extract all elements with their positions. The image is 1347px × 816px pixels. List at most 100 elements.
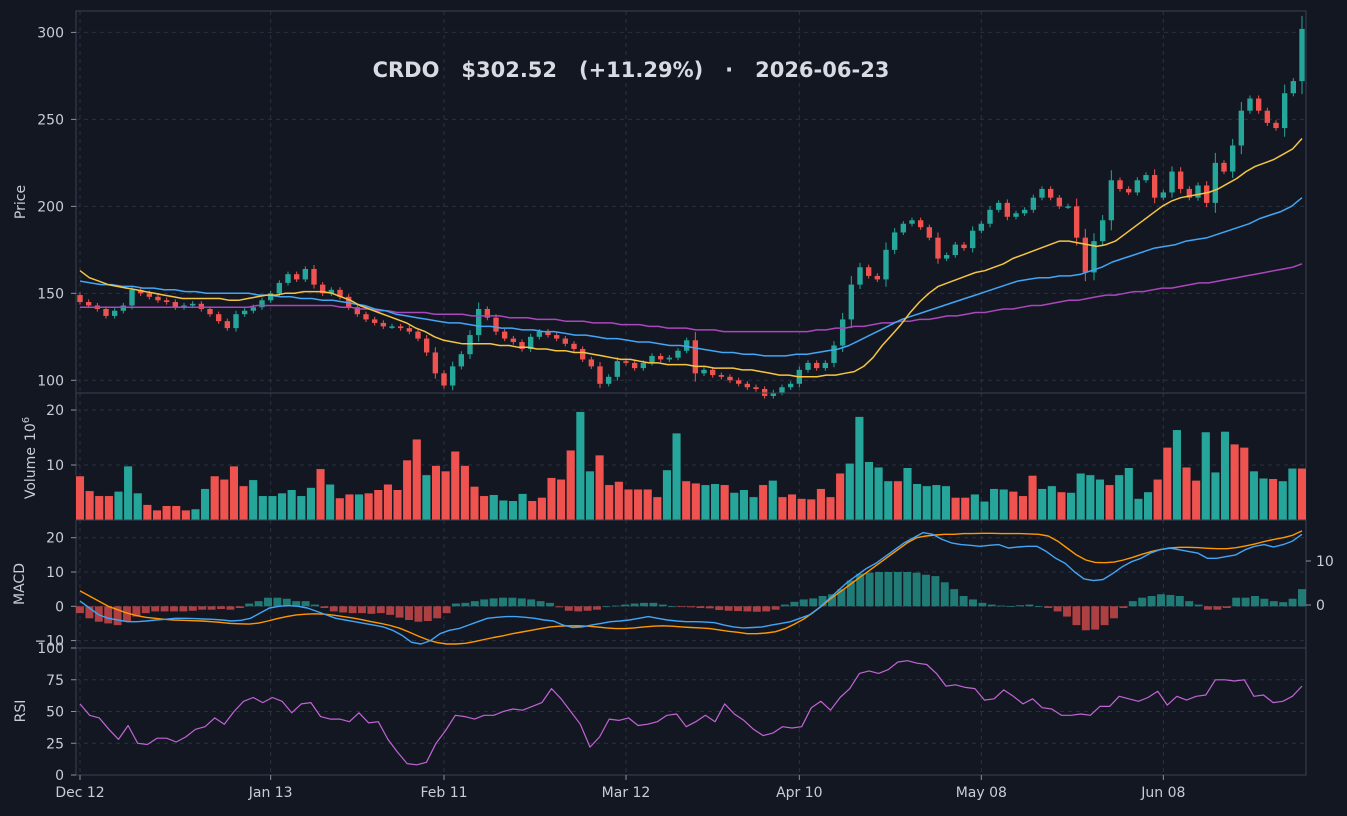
- header-separator: ·: [725, 58, 733, 82]
- volume-bar: [1008, 491, 1018, 521]
- candle-body: [1264, 110, 1271, 123]
- macd-histogram-bar: [499, 597, 507, 607]
- candle-body: [215, 314, 222, 322]
- volume-bar: [979, 501, 990, 521]
- candle-body: [111, 310, 118, 316]
- rsi-curve: [79, 660, 1303, 766]
- candle-body: [683, 340, 690, 351]
- macd-histogram-bar: [602, 606, 611, 608]
- volume-bar: [479, 495, 489, 521]
- macd-histogram-bar: [1006, 605, 1015, 607]
- volume-bar: [277, 492, 287, 521]
- macd-tick-label: 10: [46, 565, 64, 581]
- volume-bar: [806, 498, 816, 521]
- volume-bar: [518, 493, 528, 521]
- macd-histogram-bar: [1016, 605, 1024, 607]
- volume-bar: [575, 411, 585, 521]
- macd-histogram-bar: [865, 572, 874, 607]
- candle-body: [120, 305, 127, 311]
- macd-histogram-bar: [179, 606, 188, 612]
- macd-histogram-bar: [546, 602, 554, 607]
- macd-histogram-bar: [583, 606, 592, 611]
- macd-histogram-bar: [301, 601, 310, 607]
- candle-body: [137, 289, 144, 294]
- macd-histogram-bar: [799, 599, 808, 607]
- macd-histogram-bar: [818, 596, 827, 607]
- candle-body: [380, 322, 387, 327]
- candlesticks: [77, 15, 1305, 399]
- macd-histogram-bar: [1185, 601, 1194, 607]
- volume-bar: [1258, 477, 1269, 521]
- volume-bar: [1172, 429, 1182, 521]
- candle-body: [267, 293, 274, 301]
- macd-histogram-bar: [188, 606, 197, 611]
- macd-histogram-bar: [1288, 598, 1297, 607]
- rsi-tick-label: 75: [46, 673, 64, 689]
- volume-bar: [104, 495, 114, 521]
- candle-body: [1221, 162, 1227, 172]
- candle-body: [1082, 237, 1089, 273]
- macd-histogram-bar: [630, 603, 639, 607]
- macd-histogram-bar: [987, 604, 996, 607]
- macd-histogram-bar: [508, 597, 517, 607]
- volume-bar: [999, 488, 1009, 521]
- macd-histogram-bar: [235, 606, 244, 608]
- volume-bar: [902, 467, 913, 521]
- macd-histogram-bar: [837, 589, 846, 607]
- macd-axis: −10 0 10 20 0 10: [34, 531, 1333, 650]
- candle-body: [1004, 202, 1011, 217]
- macd-histogram-bar: [1091, 606, 1100, 630]
- candle-body: [371, 319, 378, 323]
- date-tick-label: Apr 10: [776, 785, 822, 801]
- macd-right-tick-label: 10: [1316, 554, 1334, 570]
- candle-body: [926, 227, 933, 238]
- volume-bar: [200, 488, 210, 521]
- volume-bar: [421, 474, 431, 521]
- macd-histogram-bar: [752, 606, 761, 612]
- candle-body: [943, 255, 950, 259]
- volume-bar: [489, 494, 499, 521]
- volume-bar: [392, 489, 403, 521]
- macd-histogram-bar: [292, 601, 301, 607]
- candle-body: [449, 366, 456, 386]
- candle-body: [1134, 180, 1141, 193]
- macd-histogram-bar: [677, 606, 686, 608]
- volume-bar: [854, 416, 864, 521]
- macd-histogram-bar: [104, 606, 113, 624]
- candle-body: [770, 392, 777, 396]
- macd-histogram-bar: [1175, 596, 1184, 607]
- macd-histogram-bar: [1194, 604, 1203, 607]
- candle-body: [302, 268, 309, 280]
- volume-bar: [239, 485, 249, 521]
- volume-bar: [893, 480, 903, 521]
- macd-histogram-bar: [217, 606, 225, 610]
- candle-body: [389, 326, 395, 328]
- macd-histogram-bar: [170, 606, 178, 612]
- volume-bar: [142, 504, 152, 521]
- macd-histogram-bar: [226, 606, 235, 610]
- candle-body: [319, 284, 326, 294]
- volume-bar: [729, 492, 739, 521]
- date-tick-label: Jun 08: [1140, 785, 1185, 801]
- candle-body: [224, 321, 231, 329]
- candle-body: [198, 303, 205, 309]
- volume-bar: [431, 465, 441, 521]
- macd-histogram-bar: [668, 606, 677, 608]
- volume-bar: [113, 491, 124, 521]
- candle-body: [744, 383, 751, 388]
- macd-histogram-bar: [123, 606, 131, 622]
- rsi-axis: 0 25 50 75 100: [37, 641, 76, 784]
- volume-bar: [960, 497, 970, 521]
- volume-bar: [585, 470, 595, 521]
- candle-body: [527, 336, 534, 349]
- candle-body: [666, 357, 673, 360]
- macd-histogram-bar: [470, 601, 479, 607]
- volume-bar: [787, 493, 797, 521]
- price-tick-label: 200: [37, 199, 64, 215]
- candle-body: [1212, 162, 1219, 203]
- candle-body: [822, 362, 829, 369]
- candle-body: [874, 275, 881, 280]
- volume-bar: [1191, 480, 1201, 521]
- volume-bar: [1018, 495, 1028, 521]
- volume-bar: [1230, 443, 1240, 521]
